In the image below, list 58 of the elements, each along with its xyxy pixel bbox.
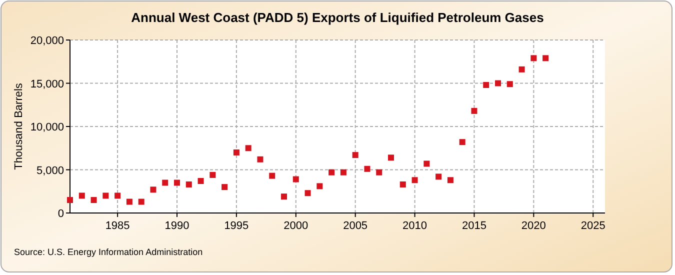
point bbox=[138, 198, 144, 205]
point bbox=[447, 177, 454, 184]
point bbox=[222, 184, 228, 190]
point bbox=[388, 154, 394, 161]
chart-title: Annual West Coast (PADD 5) Exports of Liquified Petroleum Gases bbox=[131, 10, 544, 25]
point bbox=[174, 180, 180, 186]
point bbox=[328, 169, 335, 176]
point bbox=[233, 149, 240, 156]
point bbox=[459, 139, 466, 146]
x-tick-label: 2005 bbox=[343, 220, 368, 232]
point bbox=[542, 55, 549, 62]
point bbox=[292, 176, 299, 182]
point bbox=[376, 169, 382, 176]
point bbox=[210, 172, 216, 178]
point bbox=[78, 192, 85, 199]
x-tick-label: 2020 bbox=[521, 220, 546, 232]
point bbox=[67, 197, 73, 204]
y-tick-label: 5,000 bbox=[36, 164, 64, 177]
point bbox=[483, 82, 490, 88]
x-tick-label: 1985 bbox=[105, 220, 130, 232]
point bbox=[114, 192, 121, 199]
x-tick-label: 2015 bbox=[462, 220, 486, 232]
point bbox=[412, 177, 418, 184]
point bbox=[304, 190, 311, 196]
point bbox=[364, 166, 370, 172]
point bbox=[506, 81, 513, 88]
point bbox=[400, 181, 406, 188]
point bbox=[530, 55, 537, 62]
x-tick-label: 1990 bbox=[164, 220, 190, 232]
point bbox=[102, 192, 109, 199]
point bbox=[245, 145, 252, 152]
point bbox=[198, 178, 204, 184]
y-tick-label: 0 bbox=[58, 208, 64, 220]
point bbox=[340, 169, 346, 176]
x-tick-label: 2010 bbox=[402, 220, 428, 232]
point bbox=[126, 198, 132, 205]
point bbox=[186, 181, 192, 188]
point bbox=[281, 194, 287, 200]
x-tick-label: 2025 bbox=[580, 220, 606, 232]
source-note: Source: U.S. Energy Information Administration bbox=[14, 247, 203, 257]
point bbox=[162, 180, 168, 186]
y-axis-title: Thousand Barrels bbox=[13, 82, 25, 170]
point bbox=[518, 66, 525, 72]
y-tick-label: 15,000 bbox=[30, 78, 64, 90]
x-tick-label: 1995 bbox=[224, 220, 249, 232]
point bbox=[90, 197, 97, 204]
point bbox=[269, 172, 276, 179]
point bbox=[352, 152, 358, 158]
y-tick-label: 10,000 bbox=[30, 122, 64, 134]
point bbox=[150, 186, 156, 193]
point bbox=[436, 174, 442, 180]
point bbox=[257, 156, 264, 162]
point bbox=[316, 183, 323, 190]
y-tick-label: 20,000 bbox=[30, 35, 64, 47]
x-tick-label: 2000 bbox=[284, 220, 308, 232]
point bbox=[471, 108, 478, 114]
point bbox=[424, 160, 430, 167]
point bbox=[495, 80, 501, 86]
